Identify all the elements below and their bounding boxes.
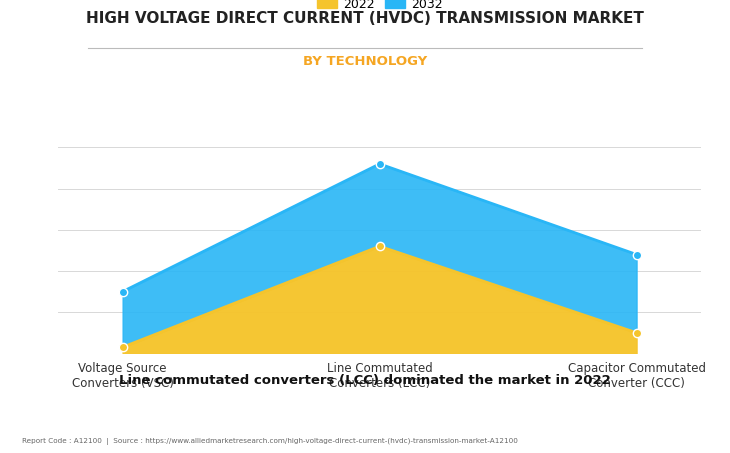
Text: Line commutated converters (LCC) dominated the market in 2022: Line commutated converters (LCC) dominat…: [119, 374, 611, 387]
Legend: 2022, 2032: 2022, 2032: [312, 0, 447, 16]
Text: Report Code : A12100  |  Source : https://www.alliedmarketresearch.com/high-volt: Report Code : A12100 | Source : https://…: [22, 438, 518, 445]
Text: BY TECHNOLOGY: BY TECHNOLOGY: [303, 55, 427, 68]
Text: HIGH VOLTAGE DIRECT CURRENT (HVDC) TRANSMISSION MARKET: HIGH VOLTAGE DIRECT CURRENT (HVDC) TRANS…: [86, 11, 644, 26]
